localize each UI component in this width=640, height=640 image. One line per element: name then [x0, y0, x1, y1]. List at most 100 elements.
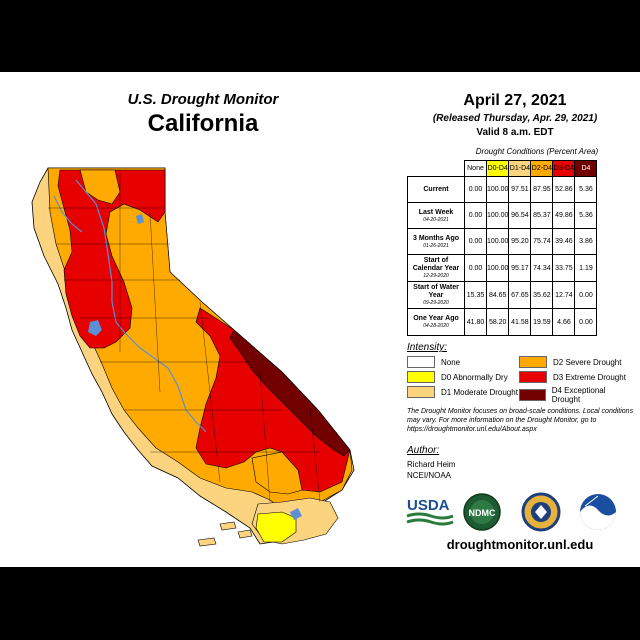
row-label-text: Last Week	[418, 208, 454, 216]
table-cell: 15.35	[464, 281, 487, 309]
island	[197, 537, 217, 547]
bay	[88, 320, 102, 336]
author-heading: Author:	[407, 445, 440, 456]
table-row: Last Week 04-20-2021 0.00 100.00 96.54 85.37 4…	[407, 202, 598, 229]
table-cell: 0.00	[464, 254, 487, 282]
river	[123, 331, 207, 433]
column-header: D1-D4	[508, 160, 532, 177]
table-cell: 0.00	[574, 281, 598, 309]
row-date: 01-26-2021	[423, 242, 449, 249]
table-cell: 85.37	[530, 202, 554, 229]
table-cell: 67.65	[508, 281, 532, 309]
region-d2-south-pocket	[251, 451, 303, 495]
table-cell: 19.59	[530, 308, 554, 336]
table-cell: 52.86	[552, 176, 576, 203]
legend-swatch	[407, 386, 435, 398]
legend-label: D3 Extreme Drought	[553, 372, 626, 382]
table-cell: 0.00	[464, 176, 487, 203]
column-header: D4	[574, 160, 598, 177]
row-label: Last Week 04-20-2021	[407, 202, 465, 229]
table-cell: 0.00	[464, 202, 487, 229]
column-header: D2-D4	[530, 160, 554, 177]
county-lines	[48, 170, 321, 503]
row-date: 04-28-2020	[423, 323, 449, 329]
legend-swatch	[519, 371, 547, 383]
noaa-logo	[580, 494, 616, 530]
column-header: None	[464, 160, 487, 177]
row-label-text: 3 Months Ago	[412, 234, 459, 242]
table-cell: 100.00	[485, 228, 510, 255]
author-block: Richard Heim NCEI/NOAA	[407, 459, 455, 481]
region-d4	[229, 329, 351, 457]
table-cell: 74.34	[530, 254, 554, 282]
website-url[interactable]: droughtmonitor.unl.edu	[446, 537, 594, 552]
legend-item: D4 Exceptional Drought	[519, 386, 632, 404]
release-date: (Released Thursday, Apr. 29, 2021)	[432, 113, 598, 124]
table-cell: 4.66	[552, 308, 576, 336]
table-cell: 95.20	[508, 228, 532, 255]
map-title: California	[147, 110, 259, 137]
table-row: One Year Ago 04-28-2020 41.80 58.20 41.58 19.…	[407, 308, 598, 336]
row-label: One Year Ago 04-28-2020	[407, 308, 465, 336]
table-cell: 100.00	[485, 202, 510, 229]
legend-item: D1 Moderate Drought	[407, 386, 518, 398]
legend-heading: Intensity:	[407, 342, 448, 353]
drought-monitor-note: The Drought Monitor focuses on broad-sca…	[407, 408, 634, 433]
legend-item: D2 Severe Drought	[519, 356, 621, 368]
row-label-text: Start of Water Year	[413, 284, 459, 299]
table-cell: 75.74	[530, 228, 554, 255]
table-cell: 5.36	[574, 176, 598, 203]
column-header: D0-D4	[485, 160, 510, 177]
row-label: Start of Calendar Year 12-29-2020	[407, 254, 465, 282]
table-cell: 0.00	[464, 228, 487, 255]
usda-logo-text: USDA	[407, 497, 450, 514]
author-org: NCEI/NOAA	[407, 471, 452, 480]
table-cell: 100.00	[485, 254, 510, 282]
row-label-text: Current	[423, 185, 449, 193]
legend-swatch	[519, 356, 547, 368]
table-cell: 35.62	[530, 281, 554, 309]
table-cell: 41.58	[508, 308, 532, 336]
table-cell: 87.95	[530, 176, 554, 203]
valid-time: Valid 8 a.m. EDT	[476, 127, 554, 138]
drought-monitor-page: U.S. Drought Monitor California	[0, 72, 640, 567]
region-d0	[255, 511, 297, 543]
table-cell: 39.46	[552, 228, 576, 255]
california-drought-map	[31, 167, 355, 547]
row-label-text: Start of Calendar Year	[412, 257, 460, 272]
row-date: 12-29-2020	[423, 273, 449, 279]
legend-swatch	[407, 356, 435, 368]
table-cell: 0.00	[574, 308, 598, 336]
legend-label: D4 Exceptional Drought	[551, 386, 606, 404]
legend-item: None	[407, 356, 460, 368]
table-cell: 1.19	[574, 254, 598, 282]
legend-label: D1 Moderate Drought	[441, 387, 518, 397]
island	[237, 529, 253, 539]
drought-conditions-table: None D0-D4 D1-D4 D2-D4 D3-D4 D4 Current 0.00 10…	[407, 160, 598, 336]
ndmc-logo: NDMC	[463, 493, 501, 531]
legend-swatch	[407, 371, 435, 383]
row-label: Current	[407, 176, 465, 203]
lake	[136, 214, 144, 224]
table-cell: 58.20	[485, 308, 510, 336]
table-cell: 49.86	[552, 202, 576, 229]
table-cell: 41.80	[464, 308, 487, 336]
table-cell: 5.36	[574, 202, 598, 229]
map-subtitle: U.S. Drought Monitor	[127, 91, 279, 108]
table-row: Start of Water Year 09-29-2020 15.35 84.65 6…	[407, 281, 598, 309]
table-cell: 3.86	[574, 228, 598, 255]
row-date: 04-20-2021	[423, 216, 449, 223]
island	[219, 521, 237, 531]
legend-swatch	[519, 389, 546, 401]
row-label: 3 Months Ago 01-26-2021	[407, 228, 465, 255]
legend-item: D3 Extreme Drought	[519, 371, 626, 383]
table-row: Current 0.00 100.00 97.51 87.95 52.86 5.36	[407, 176, 598, 203]
river	[53, 195, 83, 233]
table-cell: 84.65	[485, 281, 510, 309]
commerce-seal-icon	[521, 492, 561, 532]
table-cell: 95.17	[508, 254, 532, 282]
column-header: D3-D4	[552, 160, 576, 177]
author-name: Richard Heim	[407, 460, 456, 469]
map-date: April 27, 2021	[463, 92, 567, 109]
row-label: Start of Water Year 09-29-2020	[407, 281, 465, 309]
